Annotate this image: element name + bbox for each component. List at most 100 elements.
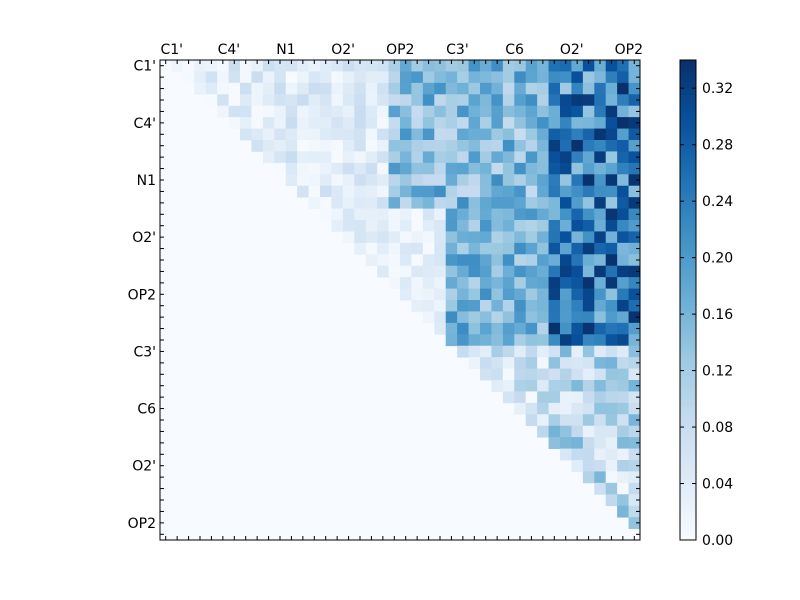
heatmap-cell: [457, 128, 469, 141]
colorbar-tick-label: 0.28: [702, 138, 733, 154]
heatmap-cell: [594, 60, 607, 72]
heatmap-cell: [525, 60, 538, 72]
heatmap-cell: [548, 425, 561, 438]
heatmap-cell: [514, 300, 527, 312]
heatmap-cell: [594, 322, 607, 335]
heatmap-cell: [548, 82, 561, 95]
heatmap-cell: [468, 128, 481, 141]
heatmap-cell: [605, 128, 618, 141]
heatmap-cell: [617, 60, 629, 72]
heatmap-cell: [377, 162, 389, 175]
heatmap-cell: [320, 174, 332, 187]
heatmap-cell: [617, 334, 629, 347]
heatmap-cell: [331, 71, 344, 84]
heatmap-cell: [594, 402, 607, 415]
heatmap-cell: [525, 254, 538, 267]
heatmap-cell: [422, 140, 435, 152]
heatmap-cell: [422, 311, 435, 324]
heatmap-cell: [354, 208, 367, 221]
heatmap-cell: [605, 277, 618, 289]
heatmap-cell: [594, 471, 607, 484]
heatmap-cell: [571, 151, 584, 164]
heatmap-cell: [617, 300, 629, 312]
heatmap-cell: [468, 151, 481, 164]
heatmap-cell: [548, 402, 561, 415]
heatmap-cell: [582, 140, 595, 152]
heatmap-cell: [605, 357, 618, 369]
heatmap-cell: [525, 174, 538, 187]
heatmap-cell: [617, 82, 629, 95]
heatmap-cell: [560, 82, 572, 95]
heatmap-cell: [525, 82, 538, 95]
heatmap-cell: [514, 94, 527, 107]
heatmap-cell: [582, 460, 595, 472]
heatmap-cell: [502, 300, 515, 312]
heatmap-cell: [342, 231, 355, 244]
heatmap-cell: [411, 162, 424, 175]
heatmap-cell: [628, 391, 641, 404]
heatmap-cell: [571, 82, 584, 95]
heatmap-cell: [594, 94, 607, 107]
heatmap-cell: [365, 60, 378, 72]
heatmap-cell: [274, 117, 287, 129]
heatmap-cell: [411, 71, 424, 84]
heatmap-cell: [491, 185, 504, 198]
heatmap-cell: [525, 334, 538, 347]
heatmap-cell: [285, 60, 298, 72]
heatmap-cell: [445, 231, 458, 244]
heatmap-cell: [388, 242, 401, 255]
heatmap-cell: [560, 254, 572, 267]
heatmap-cell: [262, 105, 275, 118]
x-tick-label: N1: [276, 42, 295, 58]
heatmap-cell: [548, 174, 561, 187]
heatmap-cell: [605, 242, 618, 255]
heatmap-cell: [468, 140, 481, 152]
heatmap-cell: [502, 288, 515, 301]
heatmap-cell: [560, 345, 572, 358]
heatmap-cell: [468, 277, 481, 289]
heatmap-cell: [388, 60, 401, 72]
y-axis-labels: C1' C4' N1 O2' OP2 C3' C6 O2' OP2: [128, 59, 156, 532]
heatmap-cell: [491, 162, 504, 175]
heatmap-cell: [628, 482, 641, 495]
heatmap-cell: [628, 162, 641, 175]
heatmap-cell: [502, 117, 515, 129]
heatmap-cell: [548, 311, 561, 324]
heatmap-cell: [560, 277, 572, 289]
heatmap-cell: [342, 140, 355, 152]
heatmap-cell: [422, 82, 435, 95]
heatmap-cell: [594, 380, 607, 392]
heatmap-cell: [400, 288, 412, 301]
heatmap-cell: [194, 71, 207, 84]
heatmap-cell: [582, 437, 595, 449]
heatmap-cell: [514, 208, 527, 221]
heatmap-cell: [422, 265, 435, 278]
heatmap-cell: [491, 357, 504, 369]
heatmap-cell: [605, 197, 618, 209]
heatmap-cell: [480, 208, 492, 221]
heatmap-cell: [525, 402, 538, 415]
heatmap-cell: [525, 220, 538, 232]
heatmap-cell: [468, 105, 481, 118]
heatmap-cell: [434, 105, 447, 118]
heatmap-cell: [320, 197, 332, 209]
heatmap-cell: [342, 117, 355, 129]
heatmap-cell: [468, 357, 481, 369]
heatmap-cell: [617, 277, 629, 289]
heatmap-cell: [571, 60, 584, 72]
heatmap-cell: [571, 140, 584, 152]
heatmap-cell: [445, 128, 458, 141]
heatmap-cell: [514, 231, 527, 244]
heatmap-cell: [365, 197, 378, 209]
heatmap-cell: [560, 380, 572, 392]
colorbar-tick-label: 0.12: [702, 364, 733, 380]
heatmap-cell: [491, 254, 504, 267]
heatmap-cell: [605, 185, 618, 198]
heatmap-cell: [514, 311, 527, 324]
heatmap-cell: [594, 425, 607, 438]
heatmap-cell: [354, 162, 367, 175]
heatmap-cell: [605, 471, 618, 484]
heatmap-cell: [434, 151, 447, 164]
heatmap-cell: [434, 208, 447, 221]
heatmap-cell: [331, 140, 344, 152]
